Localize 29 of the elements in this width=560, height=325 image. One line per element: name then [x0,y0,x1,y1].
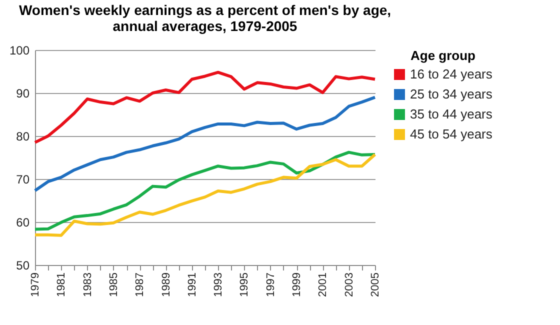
x-tick-label: 1991 [186,272,198,297]
x-tick-label: 2005 [370,272,382,297]
x-tick-label: 1995 [238,272,251,297]
text: annual averages, 1979-2005 [112,18,298,34]
text: Women's weekly earnings as a percent of men's by age, [18,2,392,18]
x-tick-label: 1987 [134,272,146,297]
legend-label: 45 to 54 years [410,126,493,142]
line-series [34,70,376,144]
x-tick-label: 1979 [30,272,42,297]
x-tick-label: 1999 [291,272,304,297]
y-tick-label: 60 [16,216,30,230]
x-tick-label: 1983 [82,272,94,297]
legend-label: 16 to 24 years [410,66,493,82]
legend-label: 35 to 44 years [410,106,493,122]
y-tick-label: 50 [16,258,30,272]
x-tick-label: 2001 [317,272,330,297]
y-tick-label: 80 [16,130,30,144]
x-tick-label: 1981 [56,272,68,297]
x-tick-label: 2003 [343,272,356,297]
y-tick-label: 70 [16,172,30,186]
y-tick-label: 90 [16,86,30,100]
x-tick-label: 1993 [212,272,225,297]
x-tick-label: 1997 [264,272,277,297]
legend-title: Age group [410,48,476,63]
x-tick-label: 1985 [108,272,120,297]
line-series [34,96,376,192]
y-tick-label: 100 [9,44,30,58]
x-tick-label: 1989 [160,272,172,297]
legend-label: 25 to 34 years [410,86,493,102]
